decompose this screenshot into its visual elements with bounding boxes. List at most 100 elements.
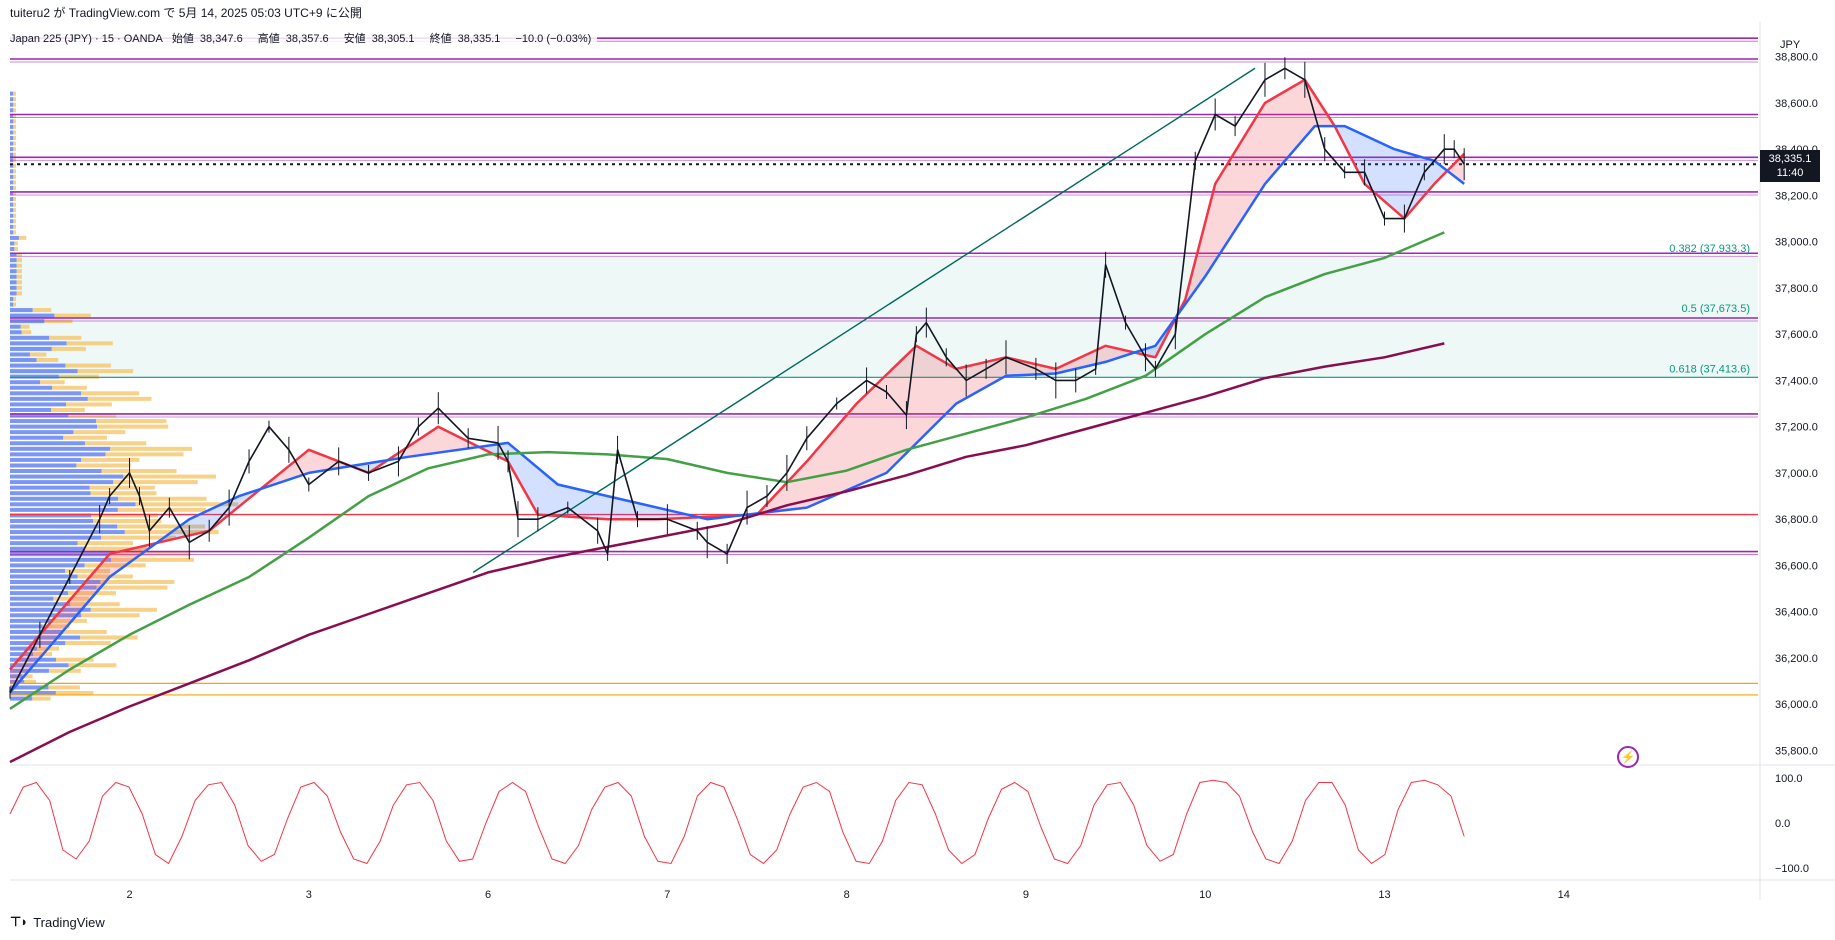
volume-profile-bar: [13, 152, 16, 157]
volume-profile-bar: [10, 324, 21, 329]
volume-profile-bar: [13, 185, 16, 190]
ema-cloud: [1444, 153, 1465, 184]
volume-profile-bar: [117, 524, 206, 529]
volume-profile-bar: [10, 629, 64, 634]
volume-profile-bar: [101, 469, 177, 474]
ohlc-open: 始値 38,347.6: [171, 33, 243, 45]
volume-profile-bar: [85, 546, 147, 551]
volume-profile-bar: [13, 113, 16, 118]
volume-profile-bar: [84, 563, 146, 568]
x-tick-label: 9: [1023, 889, 1029, 901]
volume-profile-bar: [52, 385, 87, 390]
volume-profile-bar: [10, 413, 69, 418]
symbol-legend: Japan 225 (JPY) · 15 · OANDA 始値 38,347.6 …: [10, 30, 598, 46]
volume-profile-bar: [13, 219, 16, 224]
volume-profile-bar: [55, 657, 94, 662]
lightning-icon[interactable]: ⚡: [1617, 746, 1639, 768]
volume-profile-bar: [10, 174, 14, 179]
volume-profile-bar: [13, 124, 16, 129]
volume-profile-bar: [10, 197, 14, 202]
volume-profile-bar: [63, 435, 107, 440]
volume-profile-bar: [10, 335, 50, 340]
volume-profile-bar: [10, 141, 14, 146]
volume-profile-bar: [10, 313, 55, 318]
volume-profile-bar: [68, 591, 116, 596]
volume-profile-bar: [10, 568, 66, 573]
volume-profile-bar: [10, 263, 17, 268]
volume-profile-bar: [14, 247, 18, 252]
y-tick-label: 37,800.0: [1775, 283, 1818, 295]
volume-profile-bar: [113, 480, 198, 485]
volume-profile-bar: [81, 613, 140, 618]
volume-profile-bar: [10, 402, 67, 407]
volume-profile-bar: [77, 541, 134, 546]
x-tick-label: 10: [1199, 889, 1211, 901]
volume-profile-bar: [101, 535, 176, 540]
volume-profile-bar: [13, 296, 16, 301]
volume-profile-bar: [10, 480, 114, 485]
volume-profile-bar: [10, 507, 118, 512]
volume-profile-bar: [10, 557, 112, 562]
ema-cloud: [349, 460, 384, 473]
volume-profile-bar: [96, 419, 167, 424]
volume-profile-bar: [70, 602, 120, 607]
symbol-description: Japan 225 (JPY) · 15 · OANDA: [10, 33, 163, 45]
volume-profile-bar: [13, 208, 16, 213]
volume-profile-bar: [10, 108, 14, 113]
volume-profile-bar: [10, 274, 17, 279]
y-tick-label: 37,600.0: [1775, 329, 1818, 341]
volume-profile-bar: [36, 358, 59, 363]
y-tick-label: 37,000.0: [1775, 468, 1818, 480]
volume-profile: [10, 91, 239, 701]
oscillator-tick-label: 100.0: [1775, 773, 1803, 785]
volume-profile-bar: [13, 169, 16, 174]
ohlc-high: 高値 38,357.6: [257, 33, 329, 45]
volume-profile-bar: [10, 485, 90, 490]
volume-profile-bar: [10, 224, 14, 229]
volume-profile-bar: [13, 230, 16, 235]
volume-profile-bar: [10, 308, 33, 313]
volume-profile-bar: [10, 607, 91, 612]
volume-profile-bar: [14, 241, 18, 246]
volume-profile-bar: [10, 230, 14, 235]
volume-profile-bar: [13, 180, 16, 185]
ema-cloud-fills: [10, 80, 1465, 693]
trendline: [472, 67, 1256, 573]
volume-profile-bar: [13, 91, 16, 96]
volume-profile-bar: [13, 213, 16, 218]
volume-profile-bar: [65, 363, 111, 368]
volume-profile-bar: [10, 396, 88, 401]
volume-profile-bar: [10, 163, 14, 168]
volume-profile-bar: [10, 524, 118, 529]
volume-profile-bar: [10, 285, 17, 290]
volume-profile-bar: [111, 557, 194, 562]
volume-profile-bar: [84, 441, 147, 446]
volume-profile-bar: [21, 330, 32, 335]
volume-profile-bar: [51, 346, 86, 351]
volume-profile-bar: [58, 374, 99, 379]
ema-cloud: [1333, 123, 1445, 217]
volume-profile-bar: [10, 391, 82, 396]
x-tick-label: 3: [306, 889, 312, 901]
volume-profile-bar: [49, 335, 82, 340]
bar-countdown: 11:40: [1776, 167, 1804, 180]
volume-profile-bar: [68, 413, 117, 418]
volume-profile-bar: [10, 346, 52, 351]
volume-profile-bar: [16, 280, 22, 285]
volume-profile-bar: [10, 696, 33, 701]
volume-profile-bar: [118, 496, 207, 501]
volume-profile-bar: [10, 502, 136, 507]
volume-profile-bar: [10, 152, 14, 157]
volume-profile-bar: [10, 280, 17, 285]
x-tick-label: 8: [844, 889, 850, 901]
volume-profile-bar: [13, 163, 16, 168]
ohlc-close: 終値 38,335.1: [429, 33, 501, 45]
volume-profile-bar: [65, 568, 111, 573]
y-tick-label: 36,800.0: [1775, 514, 1818, 526]
volume-profile-bar: [16, 263, 22, 268]
volume-profile-bar: [117, 507, 207, 512]
volume-profile-bar: [52, 618, 87, 623]
y-tick-label: 36,200.0: [1775, 653, 1818, 665]
oscillator-tick-label: 0.0: [1775, 818, 1790, 830]
